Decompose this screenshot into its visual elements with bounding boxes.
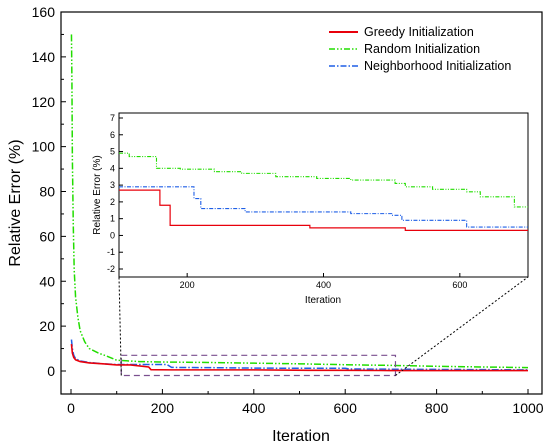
inset-y-axis-title: Relative Error (%) (92, 155, 103, 234)
main-y-tick-label: 60 (39, 228, 55, 244)
inset-series-group (119, 152, 528, 232)
main-x-tick-label: 1000 (512, 400, 543, 416)
inset-plot-frame (118, 112, 529, 278)
inset-y-tick-label: 2 (110, 197, 115, 207)
legend-label-greedy: Greedy Initialization (364, 25, 474, 39)
zoom-region-box (120, 354, 397, 377)
inset-y-tick-label: -1 (107, 247, 115, 257)
inset-y-tick-label: 3 (110, 180, 115, 190)
main-y-axis-title: Relative Error (%) (7, 139, 24, 266)
main-x-axis-title: Iteration (272, 428, 330, 445)
inset-axis-ticks: 200 400 600 -2 -1 0 1 2 3 4 5 6 7 (107, 113, 467, 290)
main-x-tick-label: 600 (334, 400, 358, 416)
legend: Greedy Initialization Random Initializat… (329, 25, 511, 73)
legend-label-random: Random Initialization (364, 42, 480, 56)
zoom-connector-left (118, 276, 122, 376)
inset-y-tick-label: 4 (110, 163, 115, 173)
main-series-line-random (70, 34, 529, 369)
inset-series-line-random (119, 152, 528, 208)
inset-series-line-neighborhood (119, 186, 528, 228)
inset-y-tick-label: 1 (110, 214, 115, 224)
main-y-tick-label: 120 (32, 94, 56, 110)
main-y-tick-label: 40 (39, 273, 55, 289)
main-y-tick-label: 160 (32, 4, 56, 20)
inset-x-axis-title: Iteration (305, 295, 341, 306)
inset-x-tick-label: 400 (316, 280, 331, 290)
zoom-connector-right (395, 276, 529, 376)
inset-x-tick-label: 200 (180, 280, 195, 290)
main-x-tick-label: 0 (67, 400, 75, 416)
inset-series-line-greedy (119, 189, 528, 232)
main-y-tick-label: 0 (47, 363, 55, 379)
main-y-tick-label: 140 (32, 49, 56, 65)
main-series-line-greedy (70, 343, 528, 372)
main-y-tick-label: 20 (39, 318, 55, 334)
main-x-tick-label: 400 (242, 400, 266, 416)
legend-label-neighborhood: Neighborhood Initialization (364, 59, 511, 73)
main-x-tick-label: 200 (151, 400, 175, 416)
inset-y-tick-label: 7 (110, 113, 115, 123)
inset-y-tick-label: -2 (107, 264, 115, 274)
main-series-group (70, 34, 529, 372)
inset-y-tick-label: 0 (110, 230, 115, 240)
main-x-tick-label: 800 (425, 400, 449, 416)
inset-y-tick-label: 5 (110, 147, 115, 157)
main-y-tick-label: 80 (39, 184, 55, 200)
main-y-tick-label: 100 (32, 139, 56, 155)
inset-x-tick-label: 600 (452, 280, 467, 290)
inset-y-tick-label: 6 (110, 130, 115, 140)
main-series-line-neighborhood (70, 339, 529, 371)
